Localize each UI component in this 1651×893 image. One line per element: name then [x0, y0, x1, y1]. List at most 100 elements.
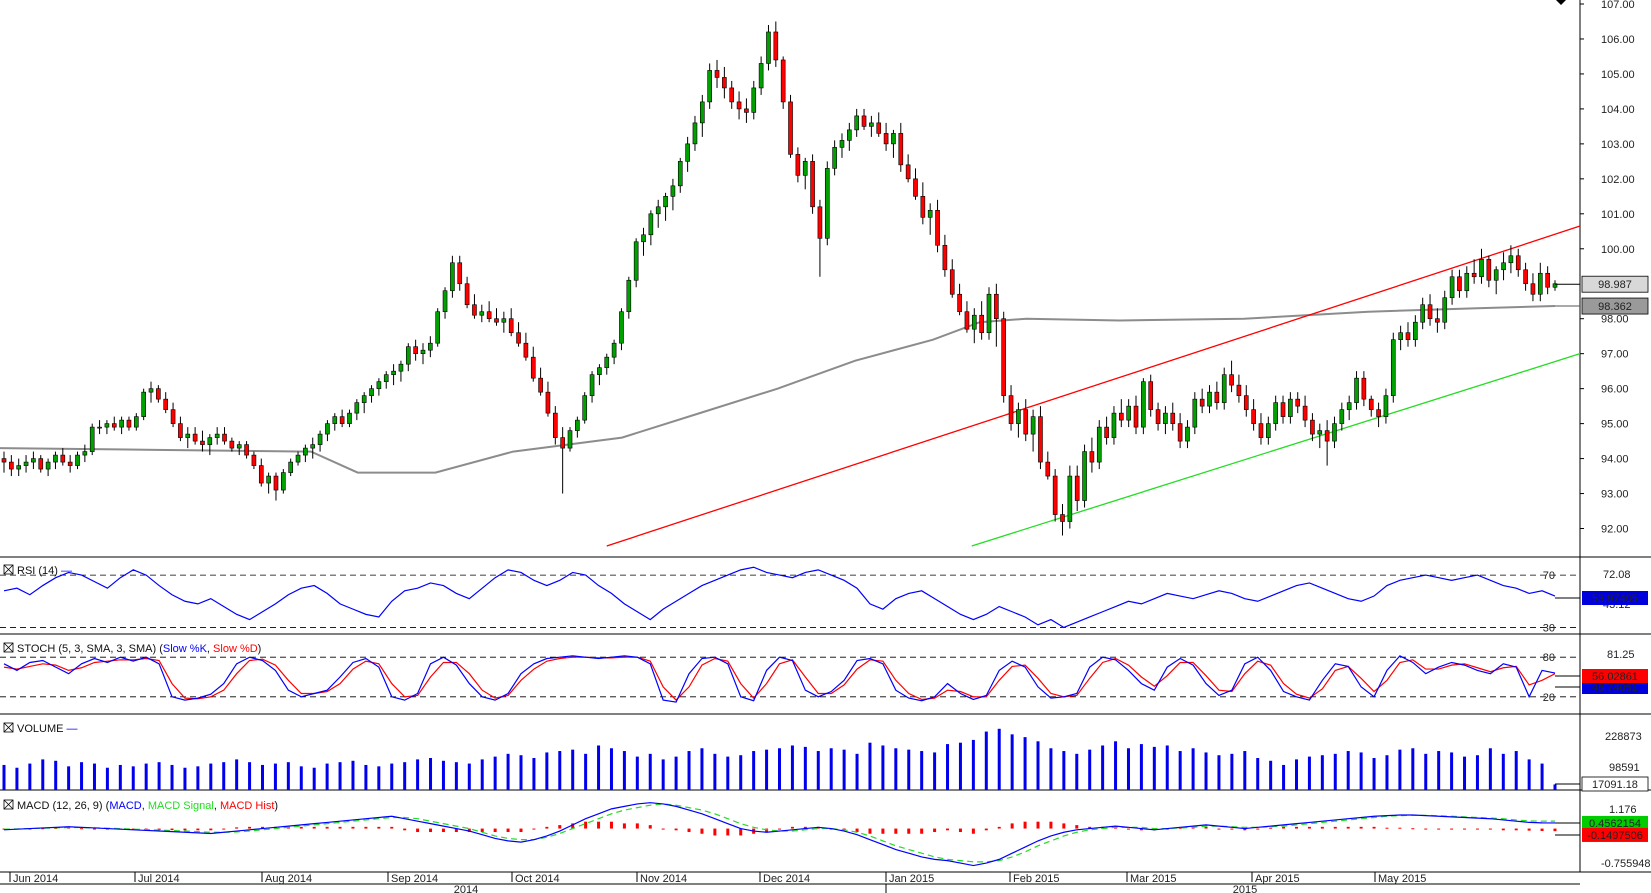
- volume-bar: [454, 762, 458, 790]
- candle-body: [1038, 416, 1043, 463]
- price-y-tick-label: 106.00: [1601, 34, 1635, 46]
- volume-bar: [1178, 751, 1182, 790]
- candle-body: [16, 465, 22, 470]
- volume-bar: [506, 753, 510, 790]
- macd-hist-bar: [1333, 826, 1337, 829]
- candle-body: [361, 395, 367, 403]
- ma-value-tag-text: 98.362: [1598, 301, 1632, 313]
- volume-bar: [312, 767, 316, 790]
- volume-bar: [1411, 748, 1415, 790]
- volume-bar: [1501, 753, 1505, 790]
- ma-value-tag-box: [1581, 297, 1649, 315]
- candle-body: [597, 367, 602, 375]
- macd-hist-bar: [609, 821, 613, 829]
- candle-body: [1390, 339, 1396, 396]
- candle-body: [332, 416, 338, 424]
- volume-bar: [790, 745, 794, 790]
- candle-body: [251, 454, 257, 466]
- macd-hist-bar: [907, 828, 911, 834]
- candle-body: [619, 311, 624, 344]
- volume-bar: [1346, 751, 1350, 790]
- volume-bar: [726, 756, 730, 790]
- candle-body: [1486, 258, 1492, 281]
- macd-hist-bar: [506, 828, 510, 833]
- candle-body: [1479, 258, 1484, 278]
- price-y-tick-label: 98.00: [1601, 314, 1629, 326]
- candle-body: [119, 419, 124, 428]
- candle-body: [795, 154, 801, 176]
- candle-body: [898, 133, 904, 166]
- candle-body: [729, 87, 735, 103]
- candle-body: [111, 423, 117, 428]
- candle-body: [23, 461, 29, 466]
- candle-body: [376, 381, 382, 389]
- candle-body: [692, 122, 698, 145]
- candle-body: [1016, 409, 1021, 424]
- panel-title-part: MACD: [109, 800, 141, 812]
- candle-body: [1001, 318, 1007, 396]
- candle-body: [428, 342, 433, 351]
- macd-hist-bar: [1256, 828, 1260, 830]
- volume-bar: [971, 739, 975, 790]
- candle-body: [685, 143, 690, 162]
- volume-bar: [351, 760, 355, 790]
- volume-axis-label-upper: 228873: [1605, 731, 1642, 743]
- candle-body: [1354, 377, 1359, 403]
- macd-hist-bar: [222, 828, 226, 830]
- candle-body: [1266, 423, 1271, 438]
- candle-body: [663, 196, 668, 208]
- volume-bar: [1372, 758, 1376, 790]
- candle-body: [1126, 405, 1131, 421]
- candle-body: [589, 374, 595, 396]
- candle-body: [1133, 405, 1139, 428]
- volume-bar: [248, 762, 252, 790]
- macd-hist-bar: [920, 828, 924, 834]
- panel-title-part: ,: [142, 800, 148, 812]
- last-price-tag-box: [1581, 275, 1649, 293]
- volume-bar: [958, 742, 962, 790]
- candle-body: [273, 475, 279, 491]
- volume-bar: [1463, 756, 1467, 790]
- candle-body: [1398, 332, 1403, 340]
- candle-body: [575, 419, 580, 431]
- macd-hist-bar: [687, 828, 691, 833]
- volume-bar: [997, 728, 1001, 790]
- volume-bar: [429, 758, 433, 790]
- candle-body: [1089, 451, 1095, 463]
- last-price-tag-text: 98.987: [1598, 279, 1632, 291]
- volume-bar: [1307, 756, 1311, 790]
- macd-hist-bar: [1230, 828, 1234, 830]
- candle-body: [486, 311, 492, 320]
- panel-toggle-icon-x2: [3, 564, 14, 575]
- macd-hist-bar: [700, 828, 704, 834]
- candle-body: [611, 342, 617, 358]
- macd-hist-bar: [1295, 826, 1298, 829]
- scroll-marker-icon: [1556, 0, 1566, 5]
- macd-hist-bar: [855, 828, 859, 833]
- candle-body: [1310, 419, 1315, 435]
- volume-bar: [1049, 748, 1053, 790]
- volume-bar: [1320, 755, 1324, 790]
- candle-body: [1258, 423, 1264, 438]
- volume-bar: [946, 744, 950, 790]
- candle-body: [126, 419, 132, 428]
- volume-bar: [1217, 755, 1221, 790]
- candle-body: [1155, 409, 1161, 424]
- candle-body: [200, 440, 205, 445]
- volume-bar: [144, 763, 148, 790]
- candle-body: [1501, 262, 1506, 271]
- volume-bar: [390, 763, 394, 790]
- candle-body: [780, 59, 786, 103]
- panel-toggle-icon: [3, 799, 14, 810]
- macd-hist-bar: [1088, 826, 1092, 829]
- volume-bar: [480, 759, 484, 790]
- x-axis-year-label: 2015: [1233, 884, 1257, 893]
- volume-bar: [67, 766, 71, 790]
- candle-body: [383, 374, 389, 382]
- panel-title-part: MACD Signal: [148, 800, 214, 812]
- candle-body: [405, 346, 411, 365]
- candle-body: [317, 433, 323, 445]
- volume-bar: [1139, 744, 1143, 790]
- volume-bar: [1062, 751, 1066, 790]
- macd-hist-bar: [1126, 828, 1130, 830]
